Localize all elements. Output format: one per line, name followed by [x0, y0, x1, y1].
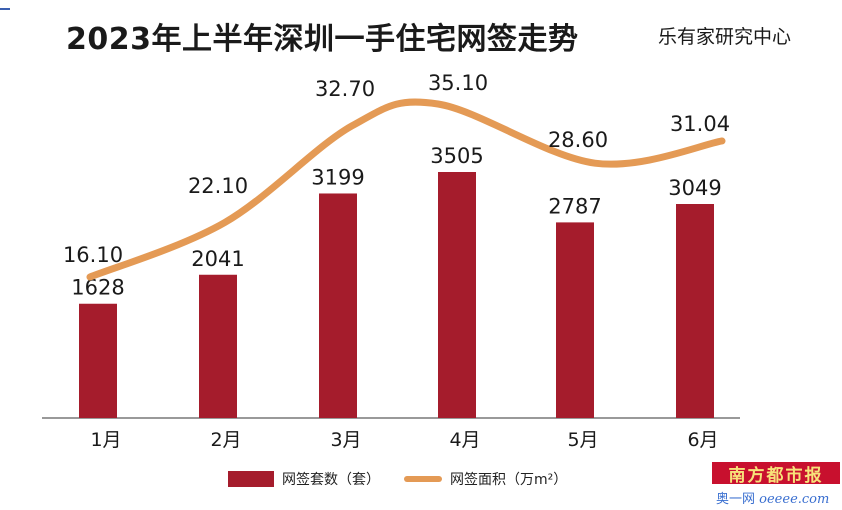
x-tick-label: 1月: [90, 429, 121, 451]
watermark: 奥一网 oeeee.com: [716, 488, 829, 507]
bar-1: [79, 303, 117, 418]
x-tick-label: 5月: [567, 429, 598, 451]
line-value-label: 32.70: [315, 77, 375, 101]
legend-bar-swatch: [228, 471, 274, 487]
bar-4: [438, 172, 476, 418]
area-line-series: [86, 98, 726, 281]
legend-bar-label: 网签套数（套）: [282, 472, 380, 488]
line-value-label: 35.10: [428, 71, 488, 95]
line-value-label: 16.10: [63, 243, 123, 267]
legend: 网签套数（套） 网签面积（万m²）: [228, 468, 567, 490]
chart-title: 2023年上半年深圳一手住宅网签走势: [66, 22, 579, 57]
bar-3: [319, 193, 357, 418]
x-tick-label: 4月: [449, 429, 480, 451]
bar-5: [556, 222, 594, 418]
bar-value-label: 2041: [191, 247, 244, 271]
x-tick-label: 2月: [210, 429, 241, 451]
bar-2: [199, 274, 237, 418]
line-value-label: 31.04: [670, 112, 730, 136]
x-tick-label: 3月: [330, 429, 361, 451]
legend-line-label: 网签面积（万m²）: [450, 472, 568, 488]
bar-value-label: 3049: [668, 176, 721, 200]
watermark-suffix: oeeee.com: [759, 492, 830, 507]
source-label: 乐有家研究中心: [658, 26, 792, 48]
bar-6: [676, 204, 714, 418]
x-tick-label: 6月: [687, 429, 718, 451]
line-value-label: 22.10: [188, 174, 248, 198]
bar-value-label: 2787: [548, 194, 601, 218]
watermark-prefix: 奥一网: [716, 492, 756, 507]
corner-mark: [0, 8, 10, 10]
newspaper-logo: 南方都市报: [712, 462, 840, 486]
legend-line-swatch: [404, 476, 442, 482]
bar-value-label: 3199: [311, 165, 364, 189]
line-value-label: 28.60: [548, 128, 608, 152]
bar-value-label: 1628: [71, 276, 124, 300]
bar-value-label: 3505: [430, 144, 483, 168]
